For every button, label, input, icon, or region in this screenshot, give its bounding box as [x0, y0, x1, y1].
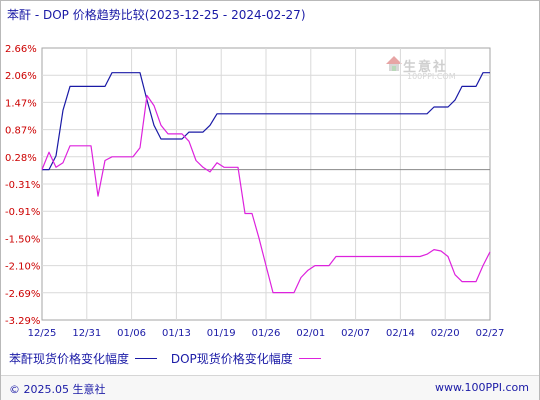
footer-copyright: © 2025.05 生意社 — [9, 383, 106, 396]
legend-label-series-2: DOP现货价格变化幅度 — [170, 352, 293, 366]
house-logo-icon — [386, 56, 402, 71]
chart-title: 苯酐 - DOP 价格趋势比较(2023-12-25 - 2024-02-27) — [7, 8, 306, 22]
legend-swatch-series-1 — [135, 358, 158, 359]
y-tick-label: 0.28% — [5, 153, 37, 164]
x-tick-label: 01/26 — [252, 328, 281, 339]
x-tick-label: 01/06 — [117, 328, 146, 339]
x-tick-label: 01/19 — [207, 328, 236, 339]
y-axis-ticks: 2.66% 2.06% 1.47% 0.87% 0.28% -0.31% -0.91% -1.… — [5, 44, 40, 327]
y-tick-label: 0.87% — [5, 126, 37, 137]
legend-item-series-1: 苯酐现货价格变化幅度 — [9, 350, 158, 367]
y-tick-label: 1.47% — [5, 98, 37, 109]
series-line-2 — [41, 94, 491, 294]
y-tick-label: 2.06% — [5, 71, 37, 82]
x-tick-label: 02/27 — [476, 328, 505, 339]
legend-label-series-1: 苯酐现货价格变化幅度 — [9, 352, 130, 366]
x-tick-label: 02/01 — [296, 328, 325, 339]
legend-item-series-2: DOP现货价格变化幅度 — [171, 350, 321, 367]
x-axis-ticks: 12/25 12/31 01/06 01/13 01/19 01/26 02/01 02/07… — [28, 328, 505, 339]
watermark-subtext: 100PPI.COM — [407, 72, 456, 81]
x-tick-label: 12/31 — [72, 328, 101, 339]
y-tick-label: -1.50% — [5, 234, 40, 245]
x-tick-label: 01/13 — [162, 328, 191, 339]
series-lines — [41, 72, 491, 294]
x-tick-label: 02/20 — [431, 328, 460, 339]
legend-swatch-series-2 — [298, 358, 321, 359]
series-line-1 — [42, 72, 490, 171]
y-tick-label: -0.91% — [5, 207, 40, 218]
y-tick-label: -3.29% — [5, 316, 40, 327]
grid-lines — [42, 48, 490, 320]
watermark-text: 生意社 — [403, 60, 449, 75]
y-tick-label: -2.10% — [5, 262, 40, 273]
line-chart: 2.66% 2.06% 1.47% 0.87% 0.28% -0.31% -0.91% -1.… — [5, 44, 505, 339]
watermark: 生意社 100PPI.COM — [385, 55, 456, 81]
footer-bar: © 2025.05 生意社 www.100PPI.com — [1, 375, 539, 400]
x-tick-label: 02/14 — [386, 328, 415, 339]
y-tick-label: -0.31% — [5, 180, 40, 191]
y-tick-label: -2.69% — [5, 289, 40, 300]
legend: 苯酐现货价格变化幅度 DOP现货价格变化幅度 — [9, 350, 331, 367]
y-tick-label: 2.66% — [5, 44, 37, 55]
x-tick-label: 12/25 — [28, 328, 57, 339]
footer-site-link[interactable]: www.100PPI.com — [435, 381, 529, 394]
x-tick-label: 02/07 — [341, 328, 370, 339]
